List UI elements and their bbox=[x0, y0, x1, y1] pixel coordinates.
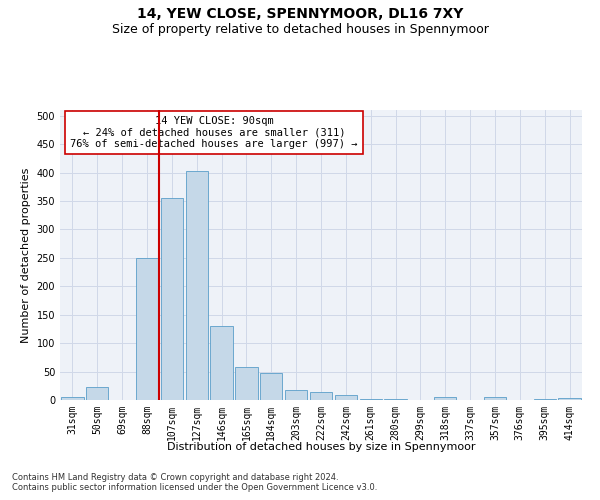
Bar bbox=[185, 171, 208, 400]
Text: 14 YEW CLOSE: 90sqm
← 24% of detached houses are smaller (311)
76% of semi-detac: 14 YEW CLOSE: 90sqm ← 24% of detached ho… bbox=[70, 116, 358, 149]
Text: Distribution of detached houses by size in Spennymoor: Distribution of detached houses by size … bbox=[167, 442, 475, 452]
Bar bbox=[285, 390, 307, 400]
Bar bbox=[136, 258, 158, 400]
Text: Contains public sector information licensed under the Open Government Licence v3: Contains public sector information licen… bbox=[12, 482, 377, 492]
Y-axis label: Number of detached properties: Number of detached properties bbox=[21, 168, 31, 342]
Text: Contains HM Land Registry data © Crown copyright and database right 2024.: Contains HM Land Registry data © Crown c… bbox=[12, 472, 338, 482]
Bar bbox=[484, 396, 506, 400]
Text: 14, YEW CLOSE, SPENNYMOOR, DL16 7XY: 14, YEW CLOSE, SPENNYMOOR, DL16 7XY bbox=[137, 8, 463, 22]
Bar bbox=[559, 398, 581, 400]
Bar bbox=[161, 198, 183, 400]
Bar bbox=[434, 396, 457, 400]
Text: Size of property relative to detached houses in Spennymoor: Size of property relative to detached ho… bbox=[112, 22, 488, 36]
Bar bbox=[335, 396, 357, 400]
Bar bbox=[260, 372, 283, 400]
Bar bbox=[86, 388, 109, 400]
Bar bbox=[235, 367, 257, 400]
Bar bbox=[61, 397, 83, 400]
Bar bbox=[211, 326, 233, 400]
Bar bbox=[310, 392, 332, 400]
